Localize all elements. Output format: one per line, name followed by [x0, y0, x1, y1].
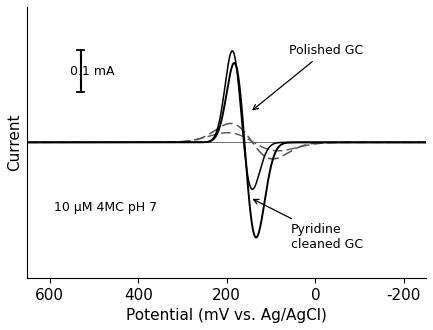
Text: 0.1 mA: 0.1 mA — [70, 65, 114, 78]
Text: Polished GC: Polished GC — [253, 44, 363, 110]
X-axis label: Potential (mV vs. Ag/AgCl): Potential (mV vs. Ag/AgCl) — [126, 308, 327, 323]
Y-axis label: Current: Current — [7, 114, 22, 171]
Text: Pyridine
cleaned GC: Pyridine cleaned GC — [254, 199, 363, 251]
Text: 10 μM 4MC pH 7: 10 μM 4MC pH 7 — [54, 201, 157, 214]
